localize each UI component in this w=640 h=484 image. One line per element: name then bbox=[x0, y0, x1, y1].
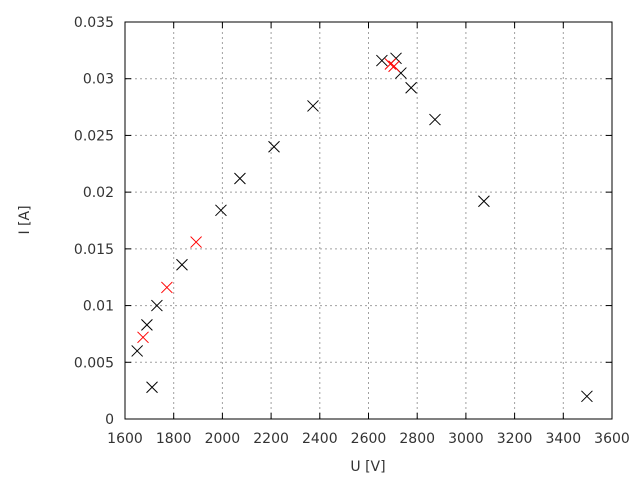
x-axis-label: U [V] bbox=[350, 459, 385, 475]
data-point bbox=[131, 345, 144, 357]
data-point bbox=[176, 258, 188, 271]
data-point bbox=[151, 299, 163, 312]
data-point bbox=[388, 60, 400, 73]
data-point bbox=[307, 100, 319, 112]
data-point bbox=[190, 236, 202, 248]
x-tick-label: 1600 bbox=[107, 431, 143, 447]
x-tick-label: 3400 bbox=[545, 431, 581, 447]
y-tick-label: 0.025 bbox=[74, 128, 114, 144]
data-point bbox=[376, 54, 388, 67]
x-tick-label: 2600 bbox=[351, 431, 387, 447]
grid bbox=[125, 22, 612, 419]
data-point bbox=[478, 195, 490, 208]
data-points bbox=[131, 52, 593, 403]
x-tick-label: 1800 bbox=[156, 431, 192, 447]
data-point bbox=[146, 381, 158, 394]
x-tick-label: 2200 bbox=[253, 431, 289, 447]
data-point bbox=[161, 281, 173, 294]
y-tick-label: 0.015 bbox=[74, 242, 114, 258]
data-point bbox=[215, 204, 227, 217]
x-tick-label: 3000 bbox=[448, 431, 484, 447]
x-tick-label: 2000 bbox=[205, 431, 241, 447]
data-point bbox=[141, 319, 153, 331]
ticks: 1600 1800 2000 2200 2400 2600 2800 3000 3200 3400… bbox=[74, 15, 630, 447]
x-tick-label: 3600 bbox=[594, 431, 630, 447]
data-point bbox=[581, 390, 593, 403]
x-tick-label: 3200 bbox=[497, 431, 533, 447]
data-point bbox=[137, 331, 149, 344]
plot-border bbox=[124, 21, 613, 420]
data-point bbox=[405, 81, 417, 94]
data-point bbox=[234, 172, 246, 185]
data-point bbox=[268, 140, 280, 153]
y-tick-label: 0 bbox=[105, 412, 114, 428]
y-tick-label: 0.03 bbox=[83, 72, 114, 88]
y-tick-label: 0.005 bbox=[74, 355, 114, 371]
y-tick-label: 0.035 bbox=[74, 15, 114, 31]
data-point bbox=[384, 58, 397, 70]
y-tick-label: 0.01 bbox=[83, 299, 114, 315]
x-tick-label: 2400 bbox=[302, 431, 338, 447]
y-tick-label: 0.02 bbox=[83, 185, 114, 201]
y-axis-label: I [A] bbox=[17, 205, 33, 234]
x-tick-label: 2800 bbox=[399, 431, 435, 447]
data-point bbox=[429, 113, 441, 126]
